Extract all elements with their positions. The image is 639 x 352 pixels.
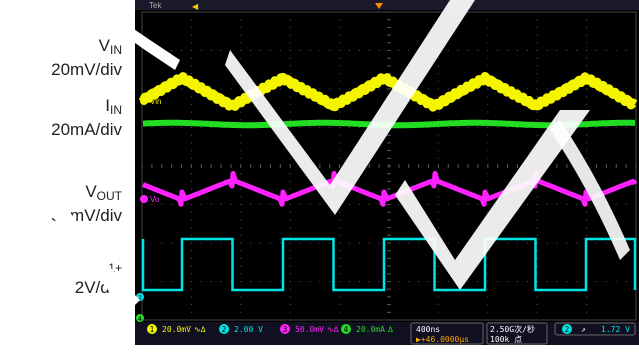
label-vc1: VC1+ 2V/div <box>74 254 122 297</box>
ch1-marker <box>140 97 148 105</box>
ch4-ground-marker <box>136 314 144 322</box>
horizontal-delay: ▶+46.0000μs <box>416 335 469 344</box>
label-iin: IIN 20mA/div <box>51 96 122 139</box>
sample-rate: 2.50G次/秒 <box>490 324 535 334</box>
ch1-trace-label: Vin <box>150 97 161 106</box>
ch3-marker <box>140 195 148 203</box>
brand-label: Tek <box>149 1 162 10</box>
ch4-ground-label: 4 <box>138 316 142 323</box>
ch2-ground-label: 2 <box>138 295 142 302</box>
ch4-coupling: ∆ <box>387 325 393 334</box>
trigger-level: 1.72 V <box>601 325 630 334</box>
ch3-trace-label: Vo <box>150 195 160 204</box>
ch1-vin-trace <box>138 72 638 112</box>
ch3-coupling: ∿∆ <box>327 325 339 334</box>
ch4-iin-trace <box>142 119 635 129</box>
ch3-number: 3 <box>283 325 288 334</box>
graticule-grid <box>141 11 637 321</box>
ch4-number: 4 <box>344 325 349 334</box>
waveform-marker: ◀ <box>192 2 199 11</box>
ch1-number: 1 <box>150 325 155 334</box>
ch3-scale: 50.0mV <box>295 325 324 334</box>
trigger-slope-icon: ↗ <box>581 325 586 334</box>
ch2-vc1-trace <box>141 237 637 292</box>
timebase: 400ns <box>416 325 440 334</box>
record-length: 100k 点 <box>490 335 522 344</box>
ch2-scale: 2.00 V <box>234 325 263 334</box>
oscilloscope-screen: Tek ◀ Vin Vo 2 4 1 20.0mV ∿∆ 2 2.00 V <box>135 0 639 345</box>
ch4-scale: 20.0mA <box>356 325 385 334</box>
label-vin: VIN 20mV/div <box>51 36 122 79</box>
scope-display: Tek ◀ Vin Vo 2 4 1 20.0mV ∿∆ 2 2.00 V <box>135 0 639 345</box>
ch2-number: 2 <box>222 325 227 334</box>
ch1-coupling: ∿∆ <box>194 325 206 334</box>
trigger-channel: 2 <box>565 325 570 334</box>
ch1-scale: 20.0mV <box>162 325 191 334</box>
label-vout: VOUT 50mV/div <box>51 182 122 225</box>
